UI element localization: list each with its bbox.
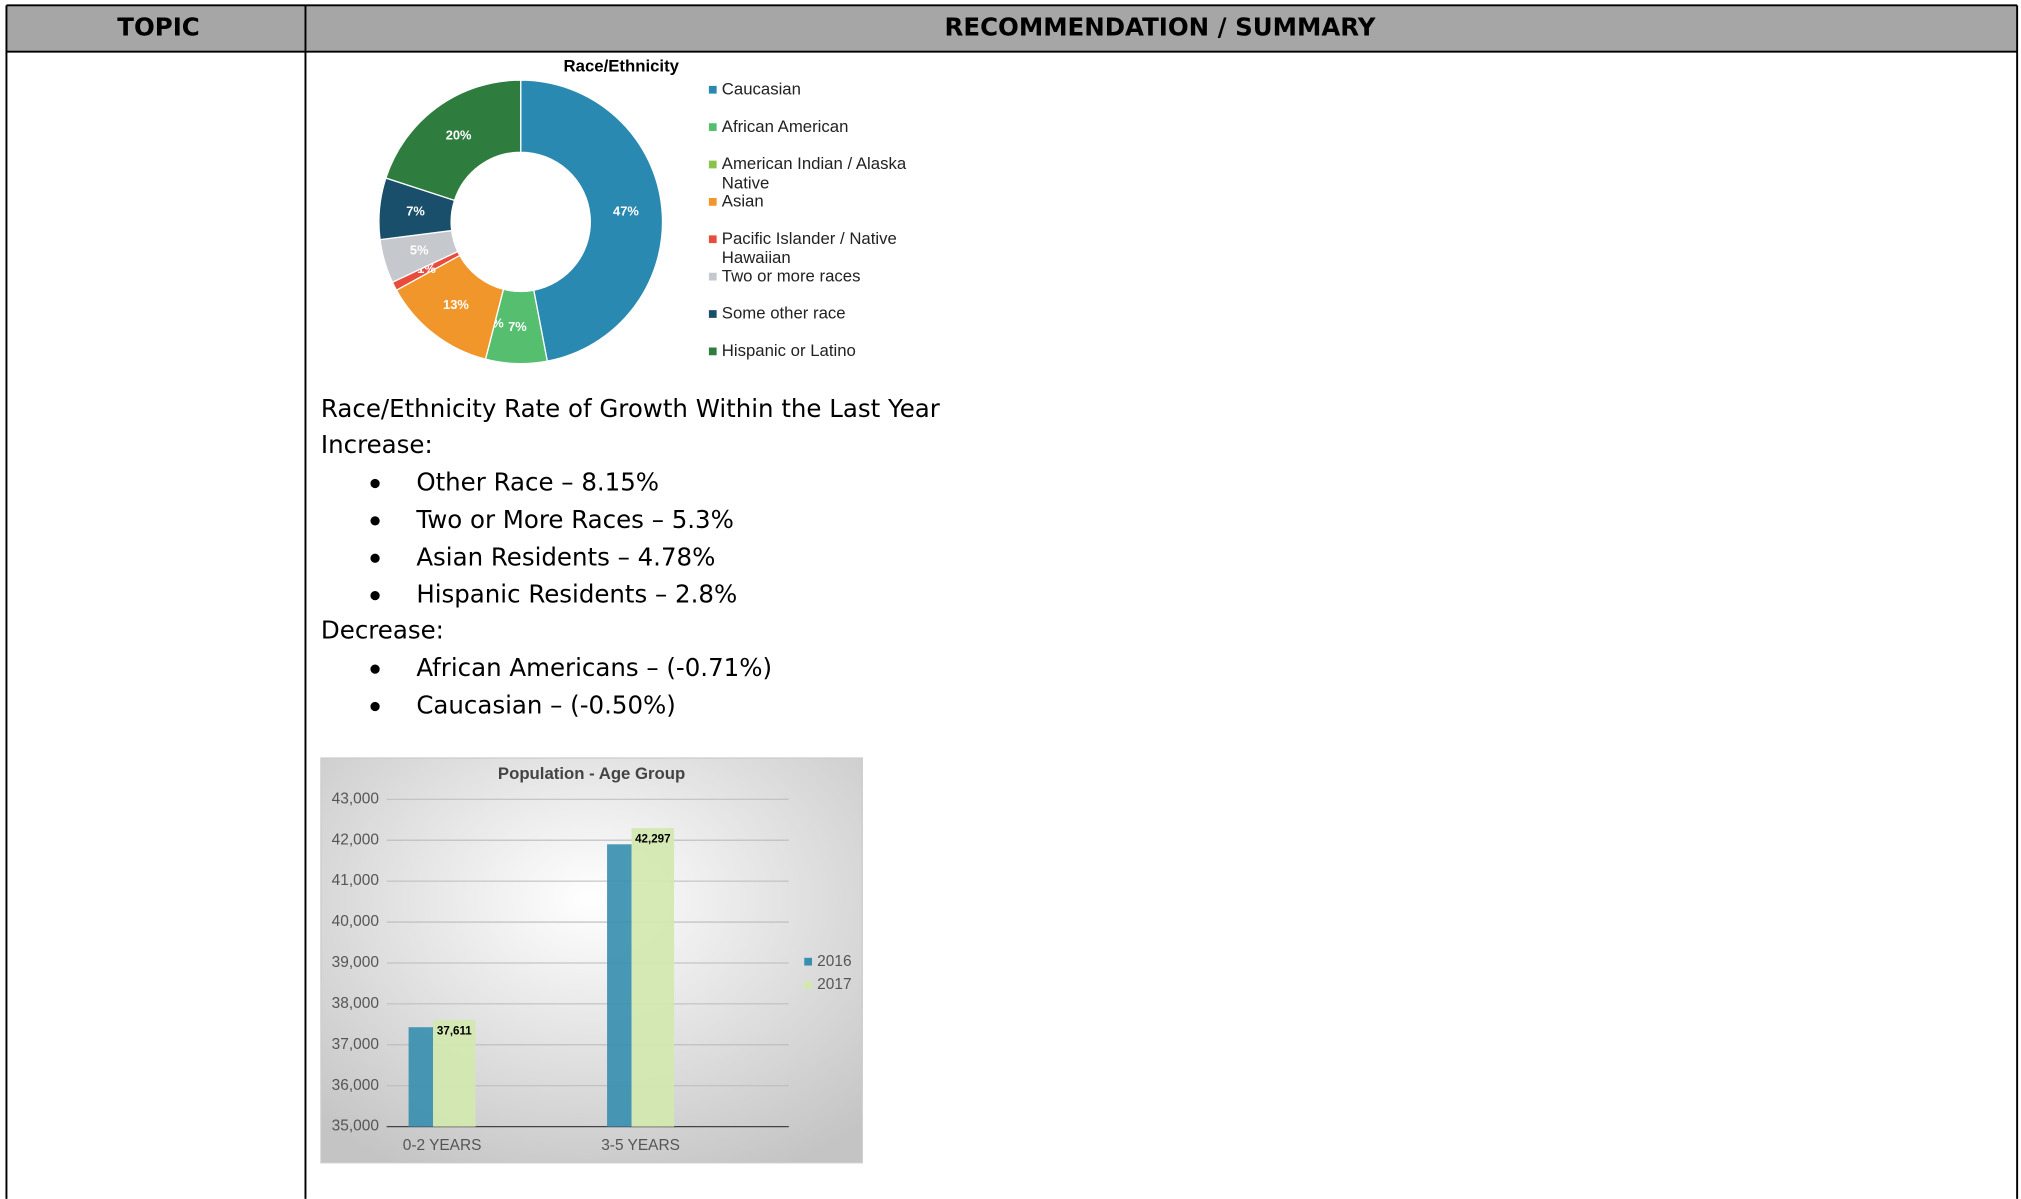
legend-swatch: [804, 957, 813, 966]
data-label: 7%: [508, 319, 527, 334]
bar: [607, 844, 632, 1127]
chart-title: Race/Ethnicity: [564, 57, 680, 76]
legend-swatch: [708, 272, 717, 281]
header-row: [6, 5, 2018, 52]
bullet: [370, 516, 380, 526]
legend-label: Pacific Islander / Native Hawaiian: [722, 229, 897, 267]
bullet: [370, 553, 380, 563]
legend-swatch: [708, 310, 717, 318]
bullet: [370, 701, 380, 712]
data-label: 20%: [446, 128, 472, 143]
section-label: Decrease:: [321, 616, 444, 645]
header-cell: TOPIC: [117, 13, 199, 42]
x-tick-label: 0-2 YEARS: [403, 1137, 482, 1154]
legend-label: Caucasian: [722, 80, 801, 99]
section-label: Increase:: [321, 430, 433, 459]
pie-slice: [385, 79, 522, 202]
list-item: Asian Residents – 4.78%: [416, 542, 715, 571]
list-item: Other Race – 8.15%: [416, 467, 659, 496]
legend-line: Hawaiian: [722, 249, 791, 268]
heading: Race/Ethnicity Rate of Growth Within the…: [321, 394, 941, 423]
data-label: 47%: [613, 203, 639, 218]
legend-swatch: [708, 235, 717, 244]
y-tick-label: 36,000: [332, 1077, 379, 1094]
list-item: Caucasian – (-0.50%): [416, 690, 676, 719]
y-tick-label: 40,000: [332, 913, 379, 930]
legend-line: Native: [722, 174, 769, 193]
legend-swatch: [708, 198, 717, 206]
legend-label: Some other race: [722, 304, 846, 323]
legend-line: Caucasian: [722, 80, 801, 99]
legend-line: African American: [722, 117, 849, 136]
legend-line: Asian: [722, 192, 764, 211]
chart-title: Population - Age Group: [498, 764, 685, 783]
legend-label: African American: [722, 117, 849, 136]
data-label: 13%: [443, 297, 469, 312]
y-tick-label: 35,000: [332, 1118, 379, 1135]
legend-label: American Indian / Alaska Native: [722, 155, 907, 193]
bullet: [370, 478, 380, 489]
legend-label: 2016: [817, 953, 851, 970]
legend-label: Asian: [722, 192, 764, 211]
legend-swatch: [804, 981, 813, 989]
bullet: [370, 590, 380, 601]
legend-swatch: [708, 85, 717, 94]
y-tick-label: 42,000: [332, 831, 379, 848]
data-label: 5%: [410, 243, 429, 258]
legend-label: Two or more races: [722, 267, 861, 286]
list-item: Hispanic Residents – 2.8%: [416, 580, 737, 609]
legend-label: Hispanic or Latino: [722, 341, 856, 360]
data-label: 42,297: [635, 833, 670, 846]
legend-swatch: [708, 160, 717, 169]
legend-line: Some other race: [722, 304, 846, 323]
legend-swatch: [708, 123, 717, 131]
bar: [631, 828, 675, 1127]
x-tick-label: 3-5 YEARS: [601, 1137, 680, 1154]
bar: [408, 1027, 434, 1127]
data-label: 7%: [406, 203, 425, 218]
bar: [433, 1019, 476, 1127]
list-item: Two or More Races – 5.3%: [415, 505, 734, 534]
legend-label: 2017: [817, 976, 851, 993]
chart-background: [320, 757, 863, 1164]
list-item: African Americans – (-0.71%): [416, 653, 772, 682]
y-tick-label: 39,000: [332, 954, 379, 971]
legend-line: Hispanic or Latino: [722, 341, 856, 360]
y-tick-label: 43,000: [332, 790, 379, 807]
legend-line: Pacific Islander / Native: [722, 229, 897, 248]
y-tick-label: 41,000: [332, 872, 379, 889]
data-label: 37,611: [437, 1024, 472, 1037]
bullet: [370, 664, 380, 674]
y-tick-label: 37,000: [332, 1036, 379, 1053]
y-tick-label: 38,000: [332, 995, 379, 1012]
legend-line: American Indian / Alaska: [722, 155, 907, 174]
legend-line: Two or more races: [722, 267, 861, 286]
pie-slice: [520, 79, 664, 362]
header-cell: RECOMMENDATION / SUMMARY: [945, 13, 1376, 42]
legend-swatch: [708, 347, 717, 356]
